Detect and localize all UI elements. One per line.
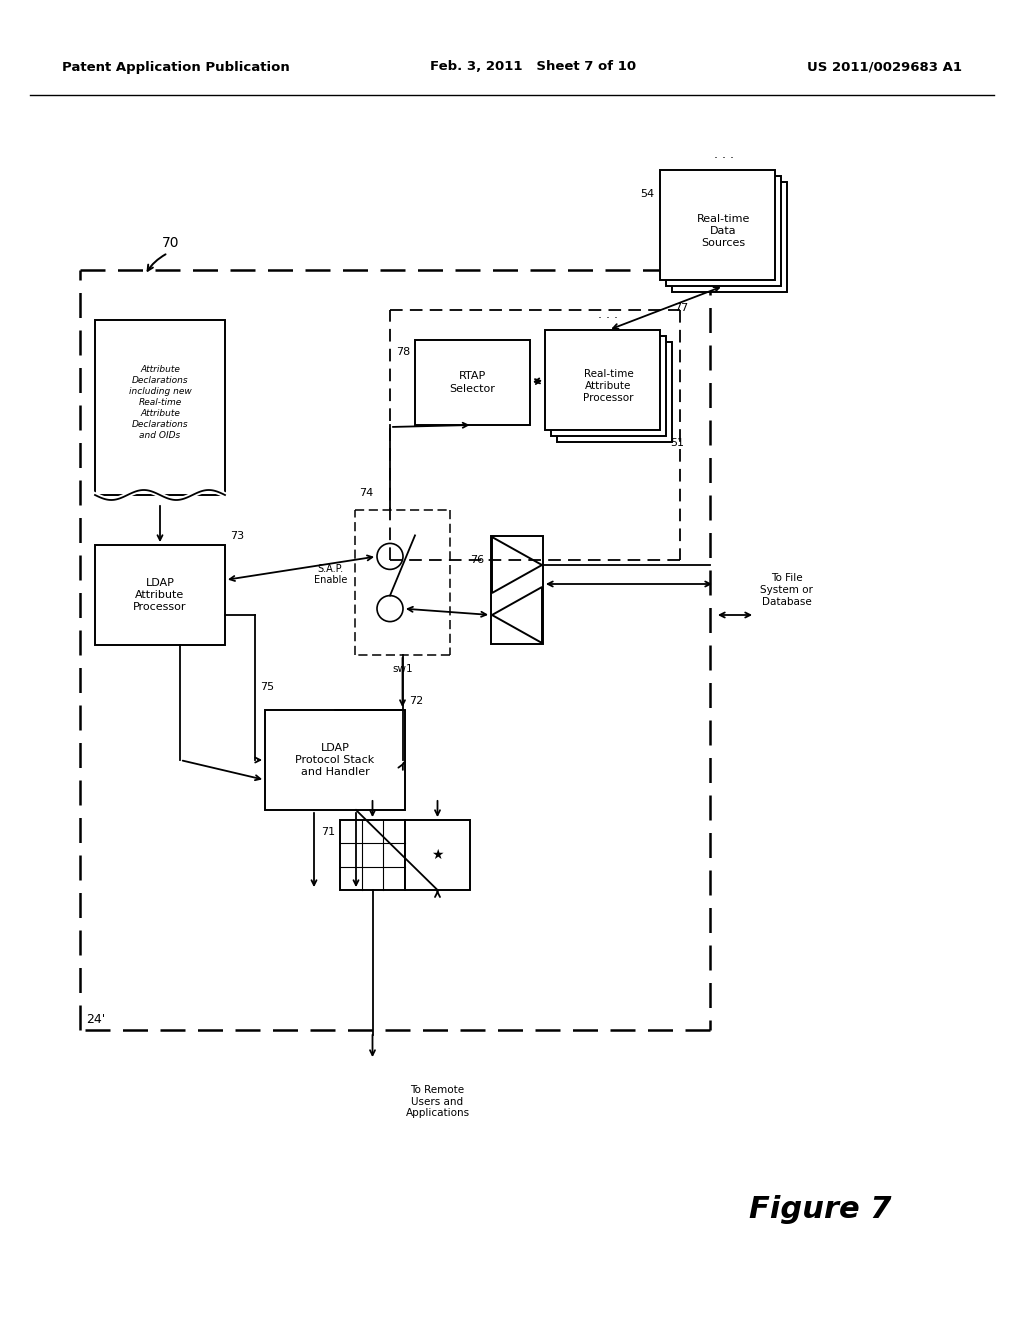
Bar bbox=[551, 337, 666, 436]
Text: · · ·: · · · bbox=[714, 152, 733, 165]
Text: LDAP
Protocol Stack
and Handler: LDAP Protocol Stack and Handler bbox=[295, 743, 375, 777]
Bar bbox=[666, 176, 781, 286]
Bar bbox=[265, 710, 406, 810]
Bar bbox=[545, 330, 660, 430]
Text: 76: 76 bbox=[470, 554, 484, 565]
Text: 24': 24' bbox=[86, 1012, 105, 1026]
Bar bbox=[415, 341, 530, 425]
Text: sw1: sw1 bbox=[392, 664, 413, 675]
Bar bbox=[95, 545, 225, 645]
Text: 71: 71 bbox=[321, 828, 335, 837]
Text: RTAP
Selector: RTAP Selector bbox=[450, 371, 496, 393]
Text: 78: 78 bbox=[395, 347, 410, 356]
Text: Figure 7: Figure 7 bbox=[749, 1196, 891, 1225]
Text: S.A.P.
Enable: S.A.P. Enable bbox=[313, 564, 347, 585]
Bar bbox=[406, 820, 470, 890]
Text: US 2011/0029683 A1: US 2011/0029683 A1 bbox=[807, 61, 962, 74]
Text: 73: 73 bbox=[230, 531, 244, 541]
Text: LDAP
Attribute
Processor: LDAP Attribute Processor bbox=[133, 578, 186, 612]
Bar bbox=[95, 319, 225, 495]
Text: 77: 77 bbox=[674, 304, 688, 313]
Text: Feb. 3, 2011   Sheet 7 of 10: Feb. 3, 2011 Sheet 7 of 10 bbox=[430, 61, 636, 74]
Bar bbox=[672, 182, 787, 292]
Text: 70: 70 bbox=[162, 236, 179, 249]
Bar bbox=[340, 820, 406, 890]
Text: Patent Application Publication: Patent Application Publication bbox=[62, 61, 290, 74]
Bar bbox=[557, 342, 672, 442]
Text: ★: ★ bbox=[431, 847, 443, 862]
Text: To File
System or
Database: To File System or Database bbox=[760, 573, 813, 607]
Text: 72: 72 bbox=[409, 696, 423, 706]
Text: Attribute
Declarations
including new
Real-time
Attribute
Declarations
and OIDs: Attribute Declarations including new Rea… bbox=[129, 364, 191, 441]
Text: 74: 74 bbox=[359, 488, 374, 498]
Text: · · ·: · · · bbox=[598, 312, 618, 325]
Bar bbox=[660, 170, 775, 280]
Text: 54: 54 bbox=[640, 189, 654, 199]
Text: 51: 51 bbox=[670, 438, 684, 447]
Text: To Remote
Users and
Applications: To Remote Users and Applications bbox=[406, 1085, 470, 1118]
Text: Real-time
Attribute
Processor: Real-time Attribute Processor bbox=[584, 368, 634, 404]
Text: 75: 75 bbox=[260, 682, 274, 693]
Text: Real-time
Data
Sources: Real-time Data Sources bbox=[696, 214, 751, 248]
Bar bbox=[490, 536, 543, 644]
